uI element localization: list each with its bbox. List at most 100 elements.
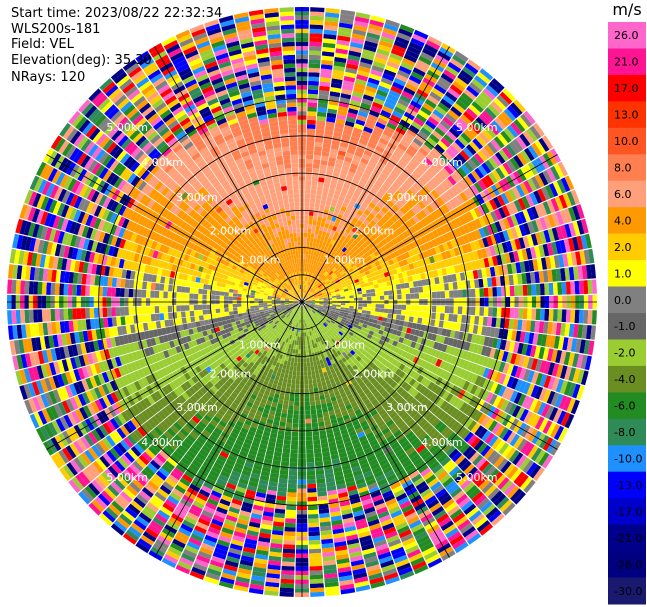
velocity-gate (479, 91, 493, 104)
velocity-gate (304, 215, 309, 220)
velocity-gate (322, 213, 328, 219)
velocity-gate (489, 198, 498, 211)
velocity-gate (376, 278, 383, 284)
velocity-gate (360, 57, 373, 65)
velocity-gate (312, 242, 317, 248)
velocity-gate (361, 229, 368, 236)
velocity-gate (290, 361, 294, 367)
velocity-gate (360, 223, 367, 230)
velocity-gate (314, 247, 318, 253)
velocity-gate (469, 315, 475, 325)
velocity-gate (306, 145, 314, 151)
velocity-gate (364, 232, 372, 240)
velocity-gate (315, 404, 322, 410)
velocity-gate (555, 211, 564, 226)
velocity-gate (306, 298, 311, 301)
velocity-gate (406, 270, 412, 277)
velocity-gate (490, 139, 502, 152)
velocity-gate (355, 78, 367, 86)
velocity-gate (363, 126, 373, 134)
velocity-gate (309, 570, 323, 576)
velocity-gate (448, 313, 454, 322)
velocity-gate (368, 191, 376, 199)
velocity-gate (323, 33, 337, 40)
velocity-gate (406, 257, 413, 265)
velocity-gate (351, 131, 361, 139)
velocity-gate (339, 141, 349, 148)
velocity-gate (340, 298, 346, 301)
velocity-gate (388, 207, 397, 216)
velocity-gate (362, 306, 367, 311)
velocity-gate (445, 266, 452, 275)
velocity-gate (553, 163, 565, 179)
velocity-gate (392, 257, 399, 264)
velocity-gate (350, 242, 356, 249)
velocity-gate (327, 192, 334, 198)
velocity-gate (358, 251, 364, 257)
velocity-gate (357, 306, 363, 310)
velocity-gate (307, 479, 316, 485)
velocity-gate (366, 32, 381, 40)
velocity-gate (313, 294, 318, 297)
velocity-gate (430, 189, 440, 199)
velocity-gate (378, 316, 383, 322)
velocity-gate (412, 137, 424, 147)
velocity-gate (409, 287, 415, 294)
velocity-gate (544, 308, 550, 321)
velocity-gate (305, 163, 313, 168)
velocity-gate (305, 410, 311, 415)
velocity-gate (336, 181, 344, 188)
velocity-gate (378, 282, 383, 288)
velocity-gate (556, 179, 567, 194)
velocity-gate (312, 216, 318, 221)
velocity-gate (413, 223, 421, 232)
velocity-gate (444, 313, 449, 321)
velocity-gate (367, 229, 375, 237)
velocity-gate (485, 246, 492, 258)
velocity-gate (326, 280, 331, 285)
velocity-gate (491, 78, 505, 91)
velocity-gate (428, 179, 437, 189)
velocity-gate (382, 73, 395, 82)
velocity-gate (444, 290, 450, 298)
velocity-gate (314, 203, 320, 209)
velocity-gate (322, 240, 327, 246)
velocity-gate (462, 223, 471, 234)
velocity-gate (376, 48, 390, 57)
velocity-gate (564, 223, 572, 238)
velocity-gate (326, 169, 334, 176)
velocity-gate (442, 242, 450, 251)
velocity-gate (386, 188, 395, 197)
velocity-gate (289, 396, 295, 402)
velocity-gate (519, 133, 531, 147)
velocity-gate (550, 165, 561, 181)
velocity-gate (314, 297, 319, 299)
velocity-gate (325, 273, 331, 279)
velocity-gate (458, 225, 467, 236)
velocity-gate (333, 131, 343, 138)
velocity-gate (324, 20, 339, 27)
velocity-gate (312, 292, 317, 296)
velocity-gate (330, 87, 342, 93)
velocity-gate (464, 253, 471, 263)
velocity-gate (403, 86, 416, 96)
velocity-gate (402, 135, 413, 145)
velocity-gate (527, 178, 537, 192)
velocity-gate (498, 149, 510, 162)
velocity-gate (327, 282, 332, 287)
velocity-gate (358, 206, 366, 213)
velocity-gate (340, 9, 356, 17)
velocity-gate (344, 249, 350, 255)
velocity-gate (298, 349, 301, 354)
velocity-gate (378, 234, 385, 242)
velocity-gate (312, 163, 320, 169)
velocity-gate (307, 281, 311, 286)
velocity-gate (363, 44, 377, 53)
velocity-gate (482, 226, 490, 237)
velocity-gate (358, 277, 364, 282)
velocity-gate (415, 167, 425, 176)
velocity-gate (397, 217, 406, 226)
velocity-gate (396, 209, 405, 218)
velocity-gate (331, 292, 336, 295)
velocity-gate (488, 172, 498, 184)
